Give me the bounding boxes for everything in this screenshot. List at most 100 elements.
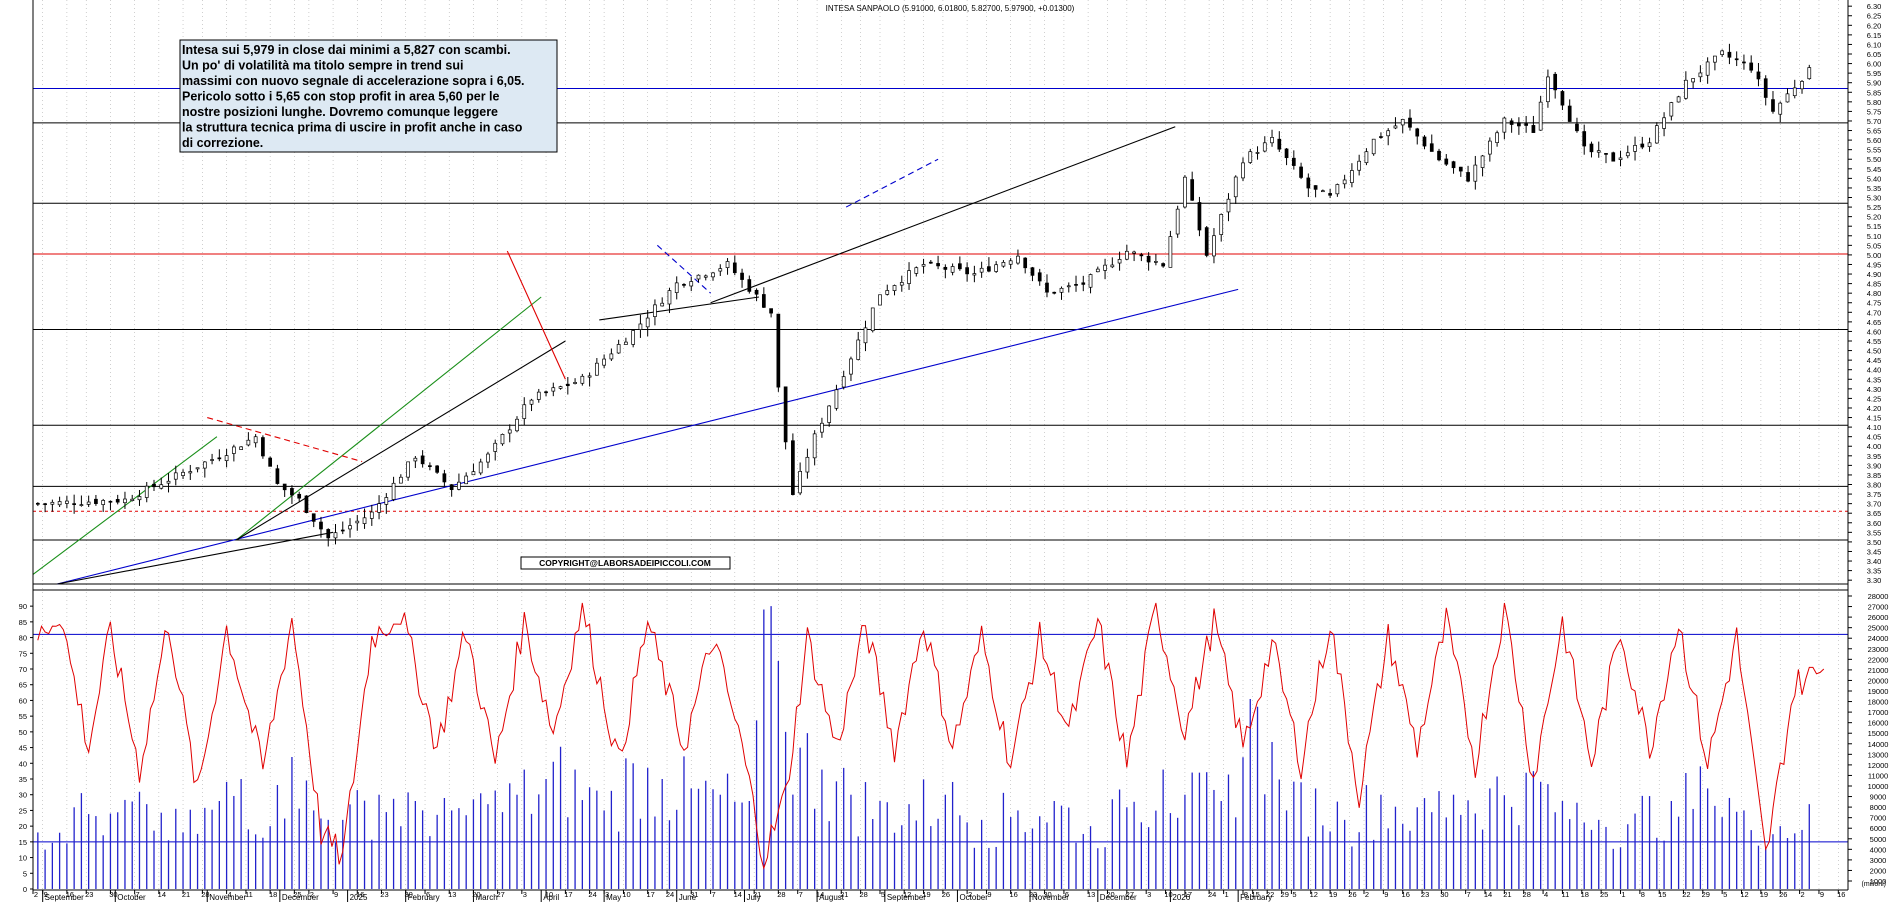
day-tick-label: 2 (968, 890, 972, 899)
day-tick-label: 23 (85, 890, 93, 899)
month-label: September (887, 893, 926, 902)
day-tick-label: 20 (1106, 890, 1114, 899)
volume-tick-label: 16000 (1868, 719, 1889, 728)
volume-tick-label: 13000 (1868, 750, 1889, 759)
price-tick-label: 5.25 (1867, 203, 1882, 212)
candle-body (1052, 291, 1057, 294)
day-tick-label: 4 (1544, 890, 1548, 899)
day-tick-label: 1 (1225, 890, 1229, 899)
candle-body (732, 262, 737, 274)
price-tick-label: 6.25 (1867, 12, 1882, 21)
oscillator-reference-levels (33, 633, 1848, 843)
candle-body (1110, 264, 1115, 268)
month-label: September (45, 893, 84, 902)
candle-body (362, 517, 367, 524)
day-tick-label: 15 (1658, 890, 1666, 899)
commentary-box-background (179, 39, 558, 153)
price-tick-label: 6.00 (1867, 60, 1882, 69)
day-tick-label: 25 (293, 890, 301, 899)
candle-body (1183, 176, 1187, 208)
candle-body (232, 446, 236, 454)
day-tick-label: 17 (564, 890, 572, 899)
candle-body (921, 264, 926, 267)
candle-body (507, 429, 512, 434)
day-tick-label: 21 (840, 890, 848, 899)
candle-body (1291, 157, 1296, 166)
day-tick-label: 1 (1621, 890, 1625, 899)
volume-tick-label: 25000 (1868, 624, 1889, 633)
candle-body (79, 504, 84, 506)
candle-body (1226, 198, 1231, 213)
price-candles (35, 43, 1812, 547)
price-tick-label: 6.20 (1867, 21, 1882, 30)
candle-body (1734, 58, 1739, 61)
day-tick-label: 29 (1281, 890, 1289, 899)
candle-body (1713, 55, 1717, 63)
candle-body (57, 501, 62, 506)
volume-tick-label: 5000 (1870, 835, 1887, 844)
candle-body (1415, 128, 1420, 137)
candle-body (653, 304, 657, 317)
candle-body (369, 511, 374, 519)
candle-body (1393, 125, 1398, 129)
volume-tick-label: 19000 (1868, 687, 1889, 696)
candle-body (1727, 51, 1732, 58)
price-tick-label: 5.00 (1867, 251, 1882, 260)
day-tick-label: 2 (1801, 890, 1805, 899)
candle-body (1524, 123, 1528, 126)
candle-body (878, 294, 882, 306)
day-tick-label: 22 (1266, 890, 1274, 899)
day-tick-label: 9 (1820, 890, 1824, 899)
price-tick-label: 5.05 (1867, 241, 1882, 250)
candle-body (609, 353, 614, 360)
candle-body (856, 339, 861, 360)
candle-body (1212, 235, 1216, 257)
oscillator-tick-label: 45 (19, 744, 27, 753)
candle-body (1175, 208, 1180, 235)
candle-body (1742, 61, 1746, 64)
candle-body (776, 313, 781, 388)
day-tick-label: 9 (1384, 890, 1388, 899)
oscillator-tick-label: 35 (19, 775, 27, 784)
candle-body (573, 382, 577, 384)
oscillator-tick-label: 60 (19, 696, 27, 705)
candle-body (1546, 76, 1550, 103)
price-tick-label: 4.95 (1867, 260, 1882, 269)
price-tick-label: 4.85 (1867, 280, 1882, 289)
month-label: February (408, 893, 440, 902)
candle-body (1792, 87, 1797, 97)
month-label: February (1240, 893, 1272, 902)
day-tick-label: 9 (987, 890, 991, 899)
candle-body (834, 389, 839, 409)
candle-body (1487, 140, 1492, 155)
volume-tick-label: 4000 (1870, 845, 1887, 854)
day-tick-label: 23 (1421, 890, 1429, 899)
candle-body (1233, 176, 1238, 198)
candle-body (1328, 193, 1332, 196)
candle-body (115, 499, 120, 503)
price-tick-label: 3.40 (1867, 557, 1882, 566)
candle-body (1749, 62, 1754, 71)
candle-body (885, 290, 890, 295)
candle-body (1676, 96, 1681, 103)
day-tick-label: 18 (269, 890, 277, 899)
candle-body (239, 446, 243, 450)
candle-body (188, 471, 193, 474)
volume-unit-label: (milioni) (1862, 881, 1887, 888)
candle-body (1691, 78, 1695, 83)
price-tick-label: 5.75 (1867, 107, 1882, 116)
day-tick-label: 7 (136, 890, 140, 899)
oscillator-tick-label: 50 (19, 728, 27, 737)
month-label: August (819, 893, 845, 902)
candle-body (217, 457, 222, 460)
day-tick-label: 10 (1164, 890, 1172, 899)
candle-body (791, 440, 795, 495)
volume-tick-label: 11000 (1868, 771, 1888, 780)
candle-body (1451, 161, 1456, 169)
price-tick-label: 4.35 (1867, 375, 1882, 384)
month-label: 2026 (1172, 893, 1190, 902)
candle-body (297, 493, 302, 499)
candle-body (703, 275, 708, 278)
candle-body (1030, 267, 1035, 276)
day-tick-labels: 2 9 16 23 30 7 14 21 28 4 11 18 25 2 9 16 23 30 6 13 20 27 3 10… (32, 890, 1845, 899)
